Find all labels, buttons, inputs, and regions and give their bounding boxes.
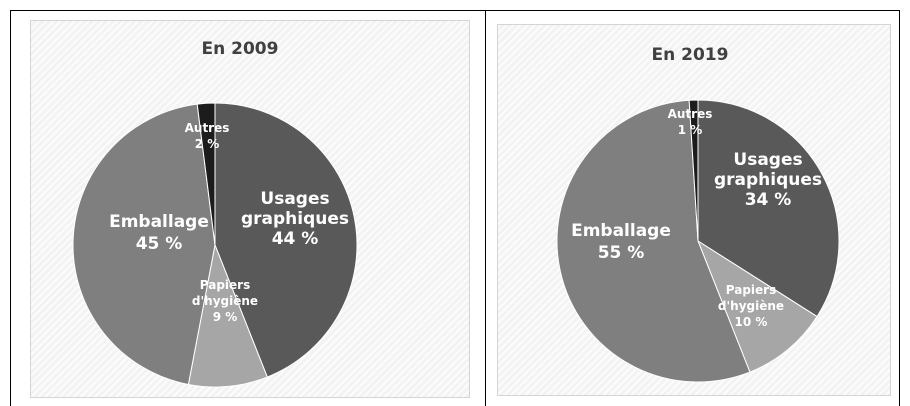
- slice-label: Usages graphiques 34 %: [714, 150, 822, 210]
- slice-label: Emballage 55 %: [571, 221, 671, 263]
- chart-2009: En 2009 Usages graphiques 44 % Papiers d'hyg…: [30, 20, 470, 398]
- pie-slice-emballage: [72, 103, 216, 386]
- pie-slice-emballage: [556, 99, 751, 383]
- pie-slice-autres: [196, 102, 216, 246]
- pie-chart-2009: En 2009 Usages graphiques 44 % Papiers d'hyg…: [72, 39, 358, 388]
- pie-slice-usages-graphiques: [214, 102, 358, 378]
- pie-slice-autres: [688, 99, 699, 242]
- chart-title: En 2019: [652, 45, 729, 65]
- slice-label: Papiers d'hygiène 9 %: [192, 278, 258, 324]
- table-frame: [10, 10, 900, 406]
- column-divider: [485, 10, 486, 406]
- slice-label: Usages graphiques 44 %: [241, 189, 349, 249]
- slice-label: Autres 1 %: [668, 107, 713, 137]
- pie-slices: [556, 99, 840, 383]
- pie-chart-2019: En 2019 Usages graphiques 34 % Papiers d'hyg…: [556, 45, 840, 383]
- pie-slices: [72, 102, 358, 388]
- pie-slice-usages-graphiques: [697, 99, 840, 318]
- slice-labels: Usages graphiques 44 % Papiers d'hygiène 9 % E…: [109, 121, 349, 324]
- slice-label: Papiers d'hygiène 10 %: [718, 283, 784, 329]
- chart-title: En 2009: [202, 39, 279, 59]
- slice-label: Emballage 45 %: [109, 212, 209, 254]
- slice-label: Autres 2 %: [185, 121, 230, 151]
- slice-labels: Usages graphiques 34 % Papiers d'hygiène 10 %…: [571, 107, 822, 329]
- chart-2019: En 2019 Usages graphiques 34 % Papiers d'hyg…: [497, 24, 891, 396]
- pie-slice-papiers-d-hygi-ne: [187, 243, 268, 388]
- pie-slice-papiers-d-hygi-ne: [696, 239, 818, 373]
